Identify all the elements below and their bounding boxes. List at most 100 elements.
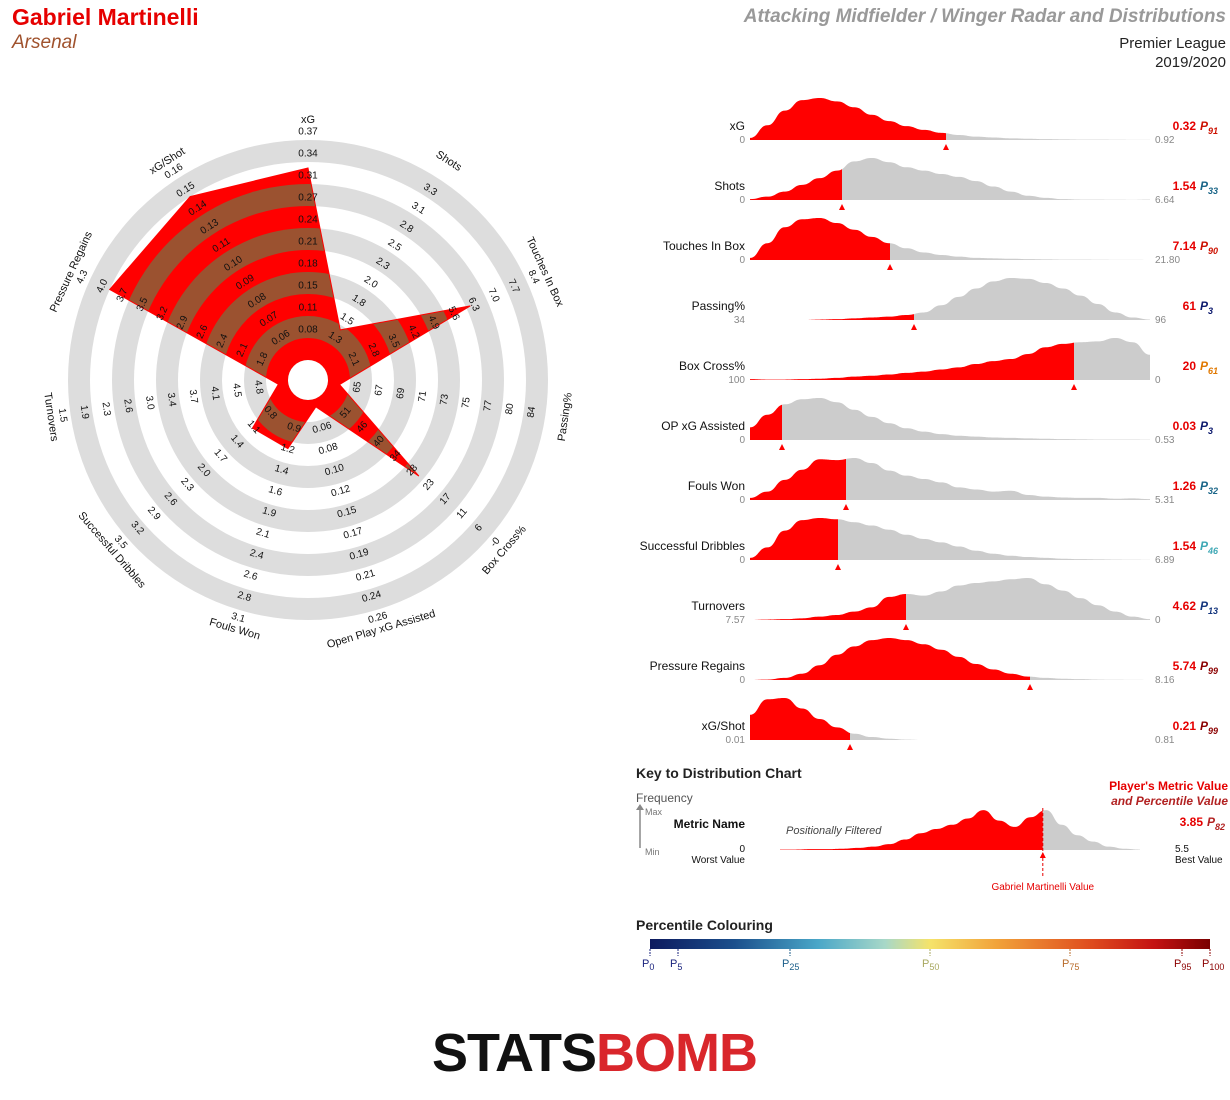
dist-row: Pressure Regains 0 8.16 5.74 P99 <box>650 638 1218 690</box>
radar-tick-label: 0.06 <box>311 420 333 436</box>
dist-player-value: 0.03 <box>1173 419 1197 433</box>
radar-tick-label: 7.0 <box>486 287 502 305</box>
radar-tick-label: 2.6 <box>121 398 134 414</box>
dist-row: xG/Shot 0.01 0.81 0.21 P99 <box>702 698 1218 750</box>
radar-tick-label: 7.7 <box>506 278 522 296</box>
dist-min-label: 34 <box>734 315 746 326</box>
percentile-label: P100 <box>1202 958 1224 972</box>
league-name: Premier League <box>1119 35 1226 52</box>
radar-outline <box>108 167 471 477</box>
dist-player-value: 1.54 <box>1173 539 1197 553</box>
radar-tick-label: 0.19 <box>348 547 370 563</box>
dist-red-area <box>750 458 846 500</box>
key-min: Min <box>645 847 660 857</box>
radar-tick-label: 65 <box>351 380 364 393</box>
key-martinelli-value: Gabriel Martinelli Value <box>991 882 1094 893</box>
dist-red-area <box>750 518 838 560</box>
dist-max-label: 5.31 <box>1155 495 1175 506</box>
dist-min-label: 7.57 <box>726 615 746 626</box>
radar-tick-label: 1.2 <box>279 442 296 457</box>
dist-metric-name: Turnovers <box>691 599 745 613</box>
dist-min-label: 0.01 <box>726 735 746 746</box>
dist-percentile: P99 <box>1200 659 1218 676</box>
radar-tick-label: 0.15 <box>298 281 318 292</box>
dist-percentile: P46 <box>1200 539 1219 556</box>
dist-red-area <box>750 338 1074 380</box>
radar-tick-label: 1.8 <box>255 350 271 368</box>
dist-marker <box>835 564 841 570</box>
dist-grey-area <box>1042 810 1140 850</box>
radar-tick-label: 77 <box>482 399 495 412</box>
radar-tick-label: 0.21 <box>355 568 377 584</box>
key-player-value-2: and Percentile Value <box>1111 794 1228 808</box>
radar-tick-label: 4.3 <box>75 268 91 286</box>
radar-tick-label: 3.2 <box>155 305 171 323</box>
radar-tick-label: 4.5 <box>230 383 243 399</box>
dist-grey-area <box>1030 638 1150 680</box>
radar-tick-label: 1.5 <box>56 408 69 424</box>
key-best-value: 5.5 <box>1175 844 1189 855</box>
radar-tick-label: 0.08 <box>298 325 318 336</box>
dist-red-area <box>750 698 850 740</box>
radar-tick-label: 4.8 <box>252 379 265 395</box>
dist-min-label: 0 <box>739 255 745 266</box>
dist-percentile: P61 <box>1200 359 1218 376</box>
chart-title: Attacking Midfielder / Winger Radar and … <box>743 6 1226 27</box>
radar-tick-label: 0.31 <box>298 171 318 182</box>
dist-grey-area <box>946 98 1150 140</box>
radar-tick-label: 73 <box>438 393 451 406</box>
radar-tick-label: 4.1 <box>208 386 221 402</box>
percentile-label: P75 <box>1062 958 1079 972</box>
key-best-label: Best Value <box>1175 855 1223 866</box>
radar-tick-label: 3.0 <box>143 395 156 411</box>
percentile-colouring: Percentile Colouring P0 P5 P25 P50 P75 P95 P100 <box>636 917 1224 972</box>
dist-max-label: 0.81 <box>1155 735 1175 746</box>
radar-tick-label: 4.0 <box>95 277 111 295</box>
dist-metric-name: Fouls Won <box>688 479 745 493</box>
radar-tick-label: 2.8 <box>365 342 381 360</box>
radar-tick-label: 0.21 <box>298 237 318 248</box>
dist-red-area <box>750 158 842 200</box>
dist-max-label: 6.89 <box>1155 555 1175 566</box>
radar-tick-label: 2.6 <box>242 569 259 584</box>
radar-tick-label: 3.1 <box>230 611 247 626</box>
radar-tick-label: 69 <box>395 387 408 400</box>
dist-marker <box>839 204 845 210</box>
dist-marker <box>903 624 909 630</box>
radar-tick-label: 1.6 <box>267 484 284 499</box>
dist-marker <box>1071 384 1077 390</box>
radar-tick-label: 0.08 <box>317 441 339 457</box>
dist-grey-area <box>890 218 1150 260</box>
dist-grey-area <box>906 578 1150 620</box>
dist-red-area <box>750 398 782 440</box>
dist-player-value: 1.26 <box>1173 479 1197 493</box>
dist-percentile: P13 <box>1200 599 1218 616</box>
radar-tick-label: 0.15 <box>336 504 358 520</box>
dist-grey-area <box>842 158 1150 200</box>
dist-red-area <box>750 98 946 140</box>
radar-tick-label: 2.3 <box>100 401 113 417</box>
dist-metric-name: Touches In Box <box>663 239 745 253</box>
dist-metric-name: Passing% <box>692 299 746 313</box>
key-title: Key to Distribution Chart <box>636 765 802 781</box>
radar-tick-label: 0.18 <box>298 259 318 270</box>
radar-tick-label: 75 <box>460 396 473 409</box>
radar-tick-label: 71 <box>417 390 430 403</box>
radar-tick-label: 3.5 <box>135 295 151 313</box>
radar-tick-label: 0.34 <box>298 149 318 160</box>
dist-marker <box>1027 684 1033 690</box>
dist-max-label: 96 <box>1155 315 1167 326</box>
key-player-value-1: Player's Metric Value <box>1109 779 1228 793</box>
key-arrow-head <box>636 804 644 810</box>
dist-red-area <box>750 578 906 620</box>
dist-grey-area <box>782 398 1150 440</box>
dist-max-label: 6.64 <box>1155 195 1175 206</box>
dist-player-value: 61 <box>1183 299 1197 313</box>
key-marker <box>1039 852 1046 858</box>
dist-grey-area <box>914 278 1150 320</box>
dist-percentile: P3 <box>1200 299 1213 316</box>
dist-min-label: 100 <box>728 375 745 386</box>
dist-percentile: P32 <box>1200 479 1218 496</box>
dist-metric-name: Box Cross% <box>679 359 745 373</box>
